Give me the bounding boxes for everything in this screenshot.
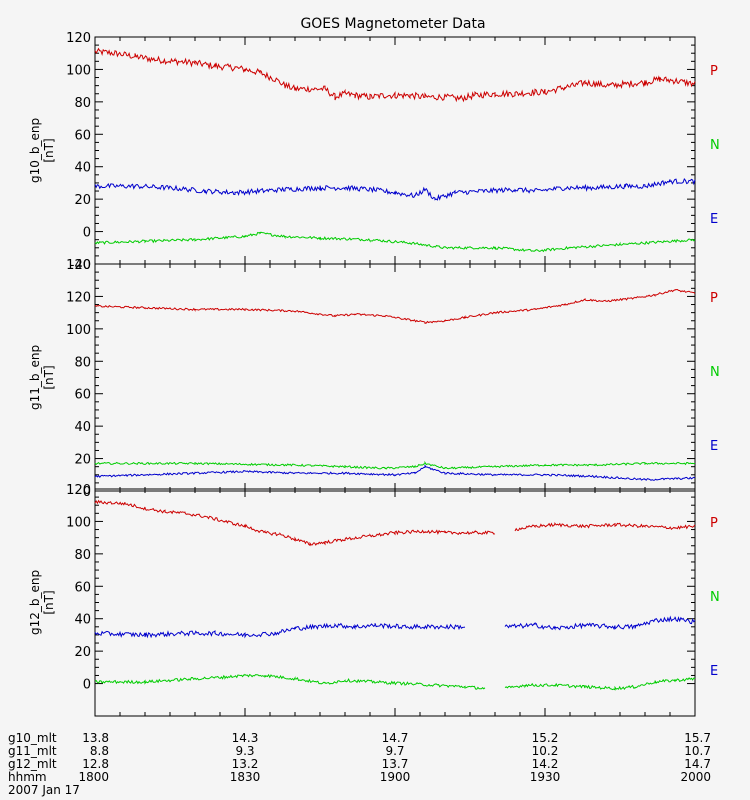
x-axis-label: hhmm [8,770,47,784]
y-axis-units: [nT] [42,138,56,162]
panel-frame [94,263,696,492]
y-tick-label: 40 [74,613,91,628]
x-tick-label: 1830 [230,770,261,784]
y-tick-label: 80 [74,96,91,111]
panel-frame [94,488,696,717]
mlt-row-label: g12_mlt [8,757,57,771]
x-tick-label: 1930 [530,770,561,784]
y-tick-label: 100 [66,323,91,338]
series-line-N [94,231,696,253]
mlt-value: 13.7 [382,757,409,771]
y-tick-label: 60 [74,128,91,143]
y-tick-label: -20 [70,258,91,273]
mlt-value: 14.3 [232,731,259,745]
mlt-value: 13.2 [232,757,259,771]
y-axis-units: [nT] [42,365,56,389]
y-tick-label: 60 [74,580,91,595]
y-tick-label: 20 [74,453,91,468]
series-line-P [94,47,696,103]
panel-2: 0 20 40 60 80 100 120 140 g11_b_enp [nT] P N E [28,258,720,500]
date-label: 2007 Jan 17 [8,783,80,797]
y-tick-label: 120 [66,483,91,498]
mlt-value: 12.8 [82,757,109,771]
chart-title: GOES Magnetometer Data [300,16,485,32]
y-tick-label: 80 [74,355,91,370]
y-tick-label: 120 [66,31,91,46]
y-tick-label: 80 [74,548,91,563]
x-tick-label: 1900 [380,770,411,784]
mlt-value: 14.7 [382,731,409,745]
panel-frame [94,36,696,265]
legend-P: P [710,516,718,531]
y-tick-label: 20 [74,645,91,660]
y-tick-label: 40 [74,420,91,435]
series-line-N [94,673,696,691]
x-tick-label: 1800 [78,770,109,784]
series-line-E [94,615,696,639]
y-axis-units: [nT] [42,590,56,614]
panel-1: -20 0 20 40 60 80 100 120 g10_b_enp [nT] P N E [28,31,720,273]
x-tick-label: 2000 [680,770,711,784]
legend-E: E [710,664,718,679]
series-line-P [94,288,696,324]
mlt-row-label: g10_mlt [8,731,57,745]
y-axis-label: g12_b_enp [28,570,42,635]
series-line-E [94,464,696,481]
legend-E: E [710,212,718,227]
legend-N: N [710,590,720,605]
y-tick-label: 20 [74,193,91,208]
legend-E: E [710,439,718,454]
legend-P: P [710,291,718,306]
series-line-E [94,178,696,201]
y-axis-label: g10_b_enp [28,118,42,183]
mlt-value: 9.3 [235,744,254,758]
y-tick-label: 0 [83,485,91,500]
series-line-P [94,499,696,547]
y-tick-label: 120 [66,290,91,305]
y-tick-label: 100 [66,515,91,530]
mlt-value: 8.8 [90,744,109,758]
legend-P: P [710,64,718,79]
mlt-value: 14.2 [532,757,559,771]
y-tick-label: 0 [83,226,91,241]
footer-labels: g10_mlt 13.8 14.3 14.7 15.2 15.7 g11_mlt 8.8 9.3… [8,731,711,797]
panel-3: 0 20 40 60 80 100 120 g12_b_enp [nT] P N E [28,483,720,717]
y-tick-label: 40 [74,161,91,176]
mlt-value: 9.7 [385,744,404,758]
mlt-value: 10.7 [684,744,711,758]
mlt-value: 14.7 [684,757,711,771]
legend-N: N [710,138,720,153]
mlt-value: 13.8 [82,731,109,745]
mlt-value: 10.2 [532,744,559,758]
mlt-value: 15.7 [684,731,711,745]
y-tick-label: 60 [74,388,91,403]
y-tick-label: 100 [66,63,91,78]
y-tick-label: 140 [66,258,91,273]
y-axis-label: g11_b_enp [28,345,42,410]
y-tick-label: 0 [83,678,91,693]
series-line-N [94,460,696,470]
mlt-row-label: g11_mlt [8,744,57,758]
legend-N: N [710,365,720,380]
mlt-value: 15.2 [532,731,559,745]
